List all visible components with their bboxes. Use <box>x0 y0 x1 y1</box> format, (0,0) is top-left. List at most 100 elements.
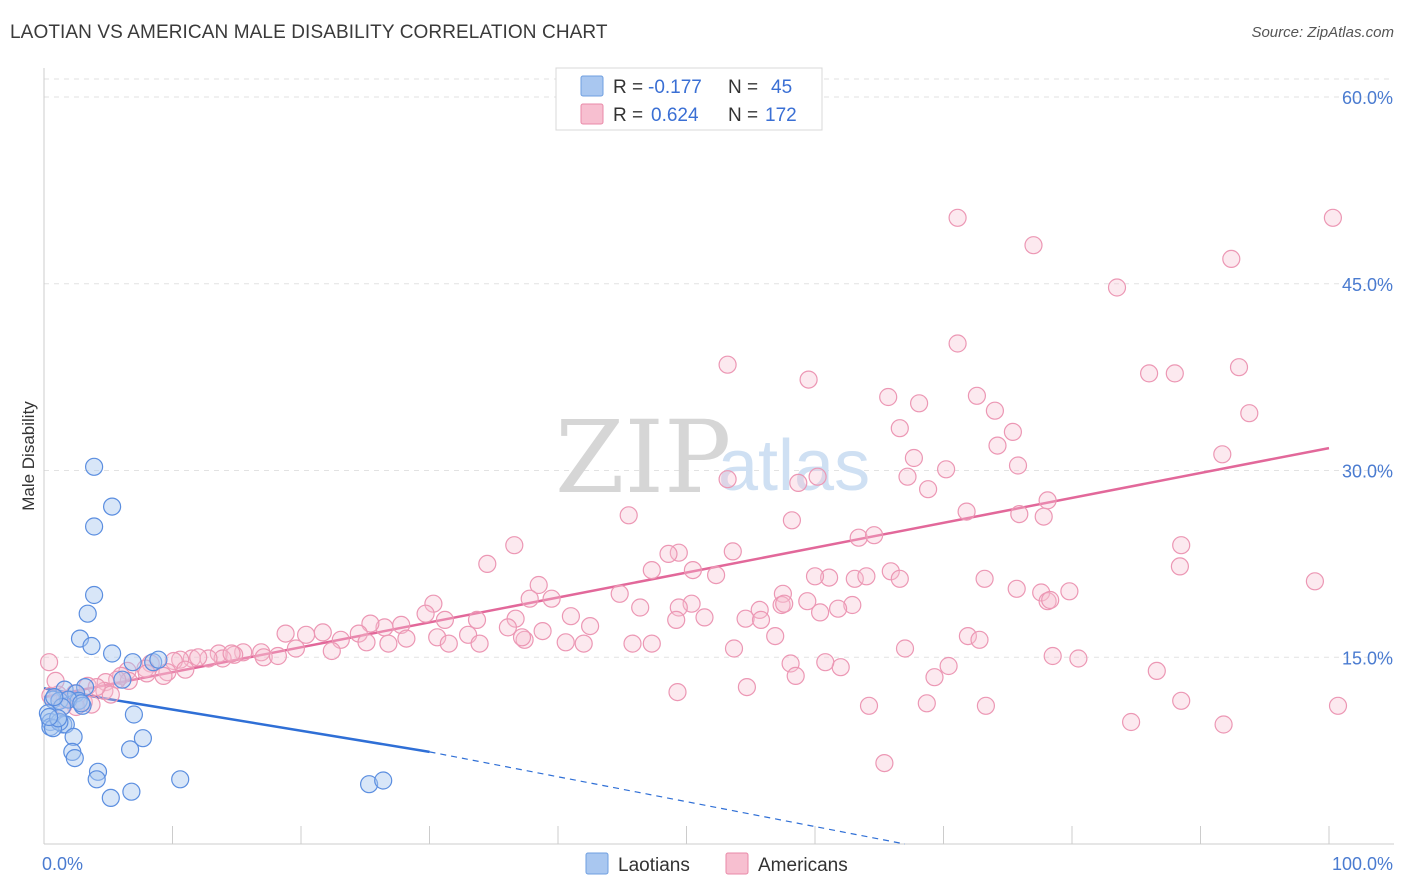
americans-trend-line <box>43 446 1330 699</box>
american-point <box>789 473 808 492</box>
laotian-point <box>149 650 168 669</box>
american-point <box>428 628 447 647</box>
laotian-point <box>84 517 104 536</box>
american-point <box>1034 507 1053 526</box>
laotian-point <box>87 770 106 789</box>
american-point <box>751 610 771 630</box>
x-tick-labels: 0.0% 100.0% <box>42 854 1393 874</box>
american-point <box>975 569 994 588</box>
american-point <box>1165 364 1184 383</box>
american-point <box>1003 422 1023 441</box>
american-point <box>397 629 416 648</box>
laotian-point <box>45 687 64 707</box>
american-point <box>268 646 287 666</box>
american-point <box>668 682 687 702</box>
x-tick-label: 100.0% <box>1332 854 1393 874</box>
american-point <box>1172 691 1191 710</box>
american-point <box>904 448 924 468</box>
american-point <box>1172 536 1191 555</box>
laotian-point <box>78 604 97 623</box>
american-point <box>808 467 827 486</box>
american-point <box>845 569 864 588</box>
american-point <box>39 653 59 672</box>
american-point <box>819 568 839 587</box>
laotian-point <box>84 457 104 476</box>
american-point <box>786 666 805 686</box>
american-point <box>1222 249 1241 268</box>
american-point <box>1008 456 1028 475</box>
watermark-zip: ZIP <box>555 399 731 516</box>
american-point <box>723 542 742 561</box>
legend-n-label: N = <box>728 77 758 98</box>
american-point <box>297 625 316 644</box>
american-point <box>957 502 976 521</box>
american-point <box>313 623 332 642</box>
american-point <box>642 634 661 653</box>
american-point <box>828 599 848 618</box>
legend-n-value-americans: 172 <box>765 105 797 126</box>
american-point <box>1213 445 1232 464</box>
american-point <box>1121 712 1141 732</box>
american-point <box>799 370 818 389</box>
american-point <box>988 436 1007 455</box>
american-point <box>498 618 517 637</box>
legend-swatch-laotians <box>580 75 604 97</box>
american-point <box>467 610 487 630</box>
american-point <box>1007 579 1026 598</box>
american-point <box>948 334 967 353</box>
american-point <box>529 575 548 595</box>
laotian-point <box>55 680 74 699</box>
laotian-point <box>124 705 143 724</box>
american-point <box>898 467 917 486</box>
american-point <box>775 594 794 613</box>
american-point <box>782 511 802 530</box>
american-point <box>561 607 581 626</box>
american-point <box>631 598 650 617</box>
american-point <box>766 626 785 646</box>
american-point <box>816 653 835 672</box>
american-point <box>213 649 232 668</box>
american-point <box>1328 696 1348 715</box>
american-point <box>895 639 915 658</box>
american-point <box>718 355 737 374</box>
american-point <box>176 660 195 679</box>
american-point <box>512 628 532 647</box>
american-point <box>520 589 539 608</box>
legend-box: R = -0.177 N = 45 R = 0.624 N = 172 <box>555 67 823 131</box>
laotian-point <box>64 727 83 747</box>
laotian-point <box>374 771 393 790</box>
legend-n-value-laotians: 45 <box>771 77 792 98</box>
american-point <box>361 614 380 633</box>
american-point <box>706 565 726 585</box>
data-points <box>38 208 1348 808</box>
y-tick-labels: 15.0% 30.0% 45.0% 60.0% <box>1342 88 1393 668</box>
american-point <box>948 208 967 227</box>
bottom-legend: Laotians Americans <box>585 852 848 876</box>
american-point <box>1041 590 1060 610</box>
legend-r-label: R = <box>613 105 643 126</box>
american-point <box>683 560 703 580</box>
american-point <box>718 470 737 489</box>
american-point <box>831 658 850 677</box>
american-point <box>864 526 884 545</box>
american-point <box>416 604 435 623</box>
american-point <box>439 634 458 653</box>
american-point <box>805 567 825 586</box>
laotians-trend-extension <box>429 751 906 845</box>
american-point <box>542 589 561 608</box>
laotian-point <box>88 762 108 781</box>
laotian-point <box>122 782 141 801</box>
american-point <box>843 595 862 615</box>
laotian-point <box>171 770 190 789</box>
american-point <box>958 626 978 646</box>
american-point <box>286 639 305 658</box>
american-point <box>322 641 341 661</box>
american-point <box>737 677 757 697</box>
american-point <box>623 634 642 653</box>
y-tick-label: 60.0% <box>1342 88 1393 108</box>
american-point <box>890 419 909 438</box>
american-point <box>879 387 898 407</box>
y-tick-label: 15.0% <box>1342 648 1393 668</box>
american-point <box>254 648 273 667</box>
